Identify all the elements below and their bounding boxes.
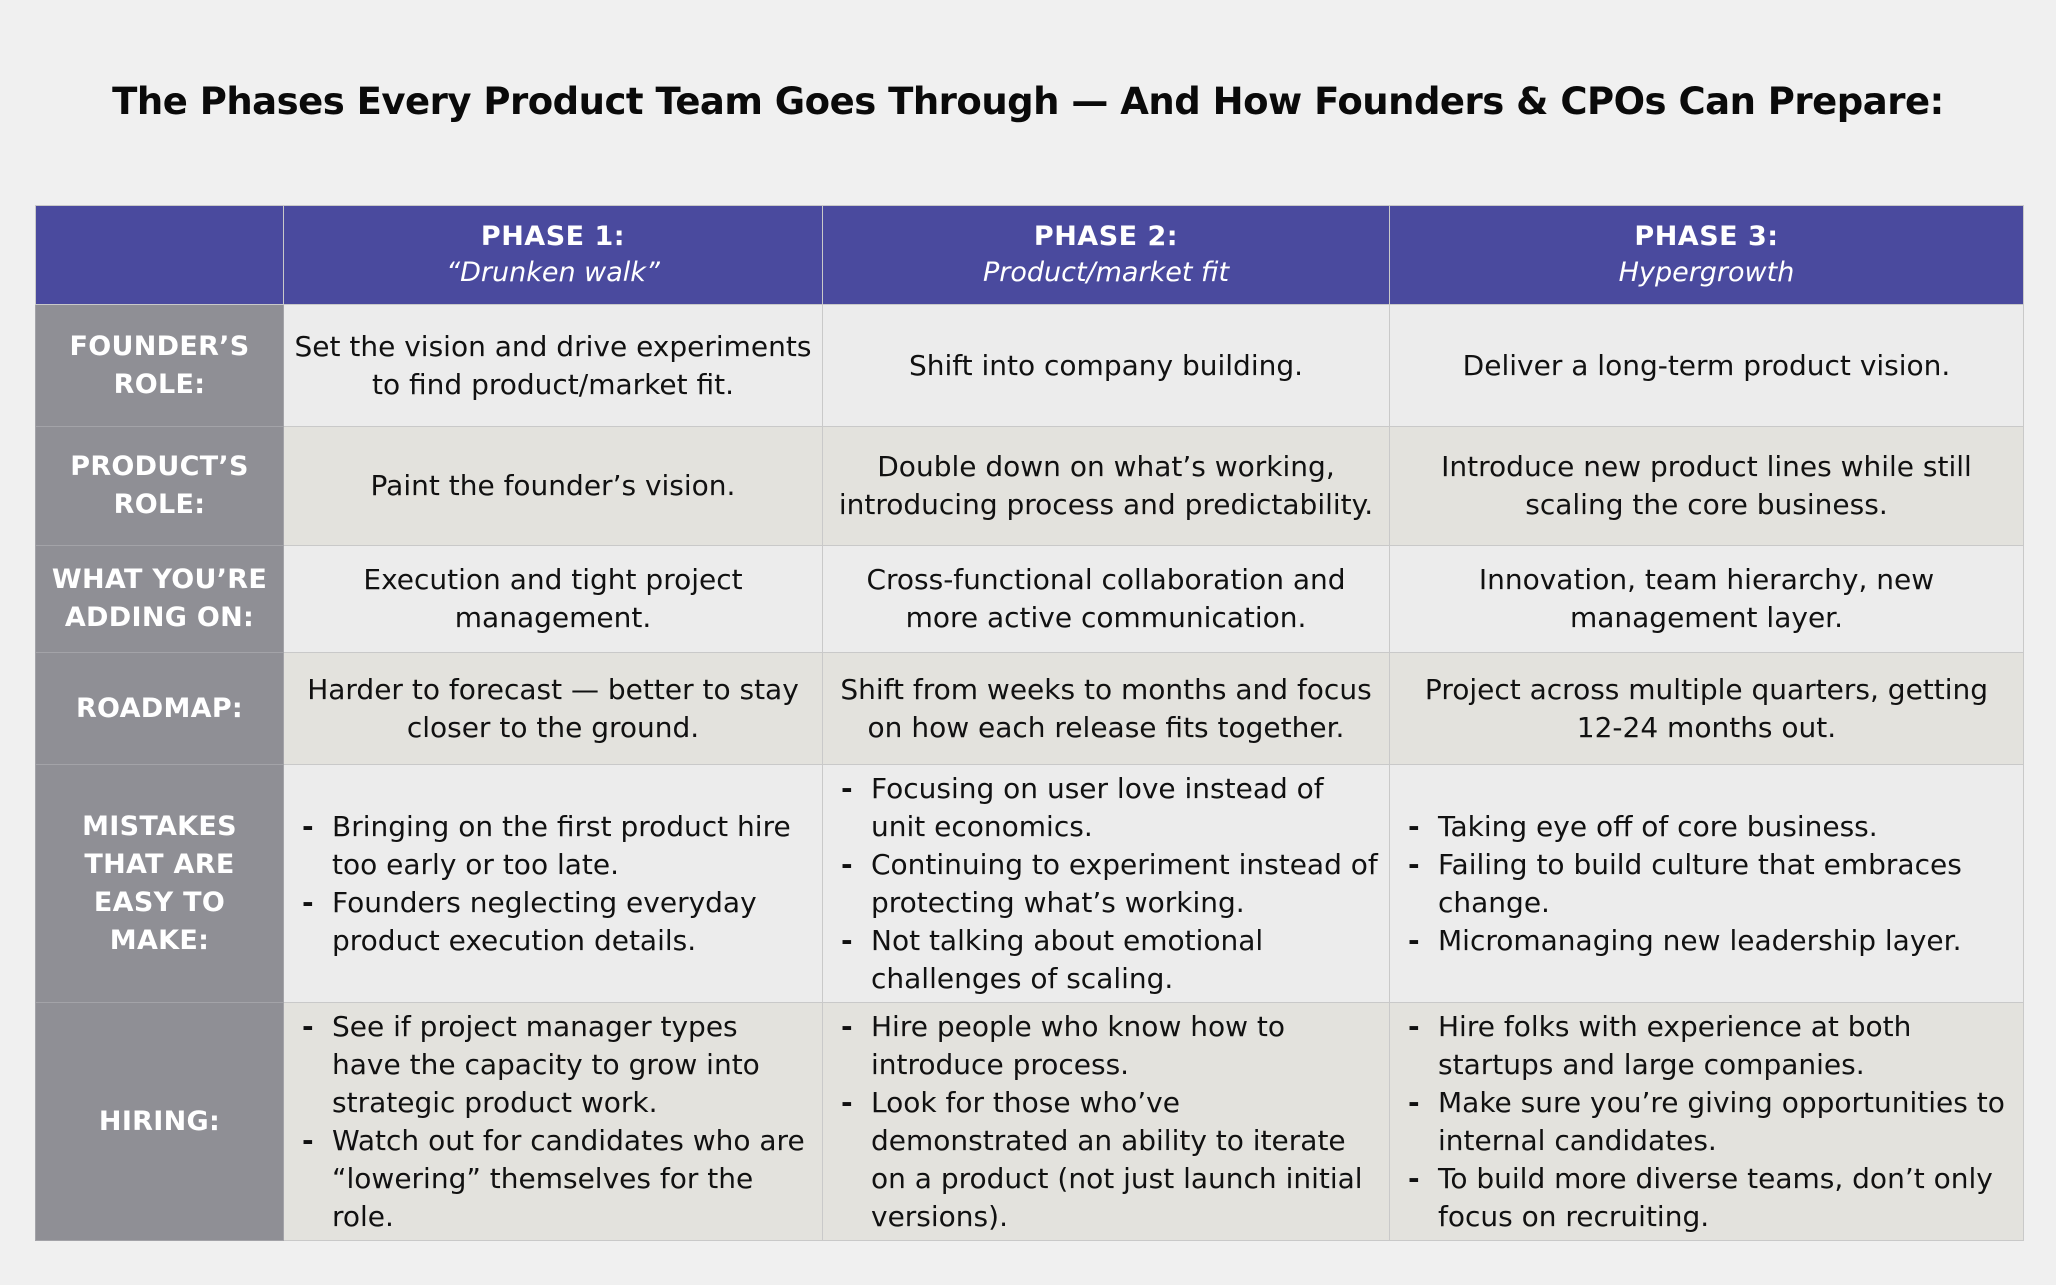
products-role-phase-2: Double down on what’s working, introduci… [822, 426, 1390, 546]
adding-on-phase-2: Cross-functional collaboration and more … [822, 545, 1390, 653]
phase-1-subtitle: “Drunken walk” [446, 257, 660, 288]
roadmap-phase-3: Project across multiple quarters, gettin… [1389, 652, 2024, 765]
list-item: Continuing to experiment instead of prot… [841, 846, 1379, 922]
header-row: PHASE 1: “Drunken walk” PHASE 2: Product… [35, 205, 2024, 305]
phase-3-header: PHASE 3: Hypergrowth [1389, 205, 2024, 305]
page-title: The Phases Every Product Team Goes Throu… [112, 80, 1944, 123]
list-item: Hire people who know how to introduce pr… [841, 1008, 1379, 1084]
phase-2-subtitle: Product/market fit [982, 257, 1230, 288]
mistakes-phase-2: Focusing on user love instead of unit ec… [822, 764, 1390, 1003]
mistakes-phase-3: Taking eye off of core business. Failing… [1389, 764, 2024, 1003]
phase-2-name: PHASE 2: [1033, 221, 1179, 252]
row-label-products-role: PRODUCT’S ROLE: [35, 426, 284, 546]
list-item: Micromanaging new leadership layer. [1408, 922, 2013, 960]
mistakes-phase-3-list: Taking eye off of core business. Failing… [1400, 808, 2013, 960]
mistakes-phase-1-list: Bringing on the first product hire too e… [294, 808, 812, 960]
row-label-adding-on: WHAT YOU’RE ADDING ON: [35, 545, 284, 653]
adding-on-phase-3: Innovation, team hierarchy, new manageme… [1389, 545, 2024, 653]
phase-1-name: PHASE 1: [480, 221, 626, 252]
list-item: Founders neglecting everyday product exe… [302, 884, 812, 960]
list-item: Look for those who’ve demonstrated an ab… [841, 1084, 1379, 1236]
row-label-roadmap: ROADMAP: [35, 652, 284, 765]
list-item: Make sure you’re giving opportunities to… [1408, 1084, 2013, 1160]
phase-2-header: PHASE 2: Product/market fit [822, 205, 1390, 305]
hiring-phase-2-list: Hire people who know how to introduce pr… [833, 1008, 1379, 1236]
list-item: See if project manager types have the ca… [302, 1008, 812, 1122]
founders-role-phase-3: Deliver a long-term product vision. [1389, 304, 2024, 427]
row-roadmap: ROADMAP: Harder to forecast — better to … [35, 652, 2024, 765]
hiring-phase-3-list: Hire folks with experience at both start… [1400, 1008, 2013, 1236]
row-adding-on: WHAT YOU’RE ADDING ON: Execution and tig… [35, 545, 2024, 653]
phase-3-name: PHASE 3: [1634, 221, 1779, 252]
row-founders-role: FOUNDER’S ROLE: Set the vision and drive… [35, 304, 2024, 427]
phases-table: PHASE 1: “Drunken walk” PHASE 2: Product… [35, 205, 2024, 1241]
row-hiring: HIRING: See if project manager types hav… [35, 1002, 2024, 1241]
phase-1-header: PHASE 1: “Drunken walk” [283, 205, 823, 305]
hiring-phase-2: Hire people who know how to introduce pr… [822, 1002, 1390, 1241]
list-item: Hire folks with experience at both start… [1408, 1008, 2013, 1084]
roadmap-phase-2: Shift from weeks to months and focus on … [822, 652, 1390, 765]
mistakes-phase-2-list: Focusing on user love instead of unit ec… [833, 770, 1379, 998]
row-label-mistakes: MISTAKES THAT ARE EASY TO MAKE: [35, 764, 284, 1003]
hiring-phase-1-list: See if project manager types have the ca… [294, 1008, 812, 1236]
row-products-role: PRODUCT’S ROLE: Paint the founder’s visi… [35, 426, 2024, 546]
row-mistakes: MISTAKES THAT ARE EASY TO MAKE: Bringing… [35, 764, 2024, 1003]
list-item: To build more diverse teams, don’t only … [1408, 1160, 2013, 1236]
founders-role-phase-1: Set the vision and drive experiments to … [283, 304, 823, 427]
list-item: Failing to build culture that embraces c… [1408, 846, 2013, 922]
hiring-phase-3: Hire folks with experience at both start… [1389, 1002, 2024, 1241]
phase-3-subtitle: Hypergrowth [1618, 257, 1795, 288]
row-label-hiring: HIRING: [35, 1002, 284, 1241]
founders-role-phase-2: Shift into company building. [822, 304, 1390, 427]
list-item: Not talking about emotional challenges o… [841, 922, 1379, 998]
roadmap-phase-1: Harder to forecast — better to stay clos… [283, 652, 823, 765]
list-item: Taking eye off of core business. [1408, 808, 2013, 846]
hiring-phase-1: See if project manager types have the ca… [283, 1002, 823, 1241]
products-role-phase-3: Introduce new product lines while still … [1389, 426, 2024, 546]
adding-on-phase-1: Execution and tight project management. [283, 545, 823, 653]
products-role-phase-1: Paint the founder’s vision. [283, 426, 823, 546]
list-item: Watch out for candidates who are “loweri… [302, 1122, 812, 1236]
corner-cell [35, 205, 284, 305]
row-label-founders-role: FOUNDER’S ROLE: [35, 304, 284, 427]
mistakes-phase-1: Bringing on the first product hire too e… [283, 764, 823, 1003]
list-item: Focusing on user love instead of unit ec… [841, 770, 1379, 846]
list-item: Bringing on the first product hire too e… [302, 808, 812, 884]
